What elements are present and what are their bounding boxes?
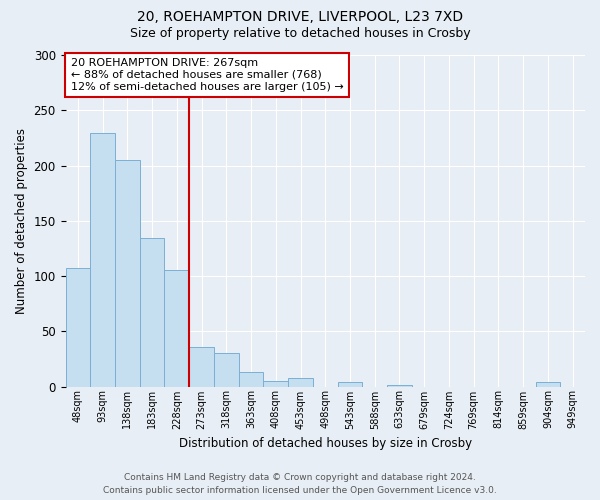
Bar [536, 382, 560, 386]
Bar [164, 270, 189, 386]
Bar [239, 372, 263, 386]
Bar [263, 381, 288, 386]
Y-axis label: Number of detached properties: Number of detached properties [15, 128, 28, 314]
Bar [115, 160, 140, 386]
Bar [214, 354, 239, 386]
Bar [338, 382, 362, 386]
X-axis label: Distribution of detached houses by size in Crosby: Distribution of detached houses by size … [179, 437, 472, 450]
Bar [140, 238, 164, 386]
Bar [90, 134, 115, 386]
Text: Contains HM Land Registry data © Crown copyright and database right 2024.
Contai: Contains HM Land Registry data © Crown c… [103, 474, 497, 495]
Text: Size of property relative to detached houses in Crosby: Size of property relative to detached ho… [130, 28, 470, 40]
Text: 20 ROEHAMPTON DRIVE: 267sqm
← 88% of detached houses are smaller (768)
12% of se: 20 ROEHAMPTON DRIVE: 267sqm ← 88% of det… [71, 58, 343, 92]
Bar [189, 346, 214, 387]
Bar [288, 378, 313, 386]
Bar [65, 268, 90, 386]
Text: 20, ROEHAMPTON DRIVE, LIVERPOOL, L23 7XD: 20, ROEHAMPTON DRIVE, LIVERPOOL, L23 7XD [137, 10, 463, 24]
